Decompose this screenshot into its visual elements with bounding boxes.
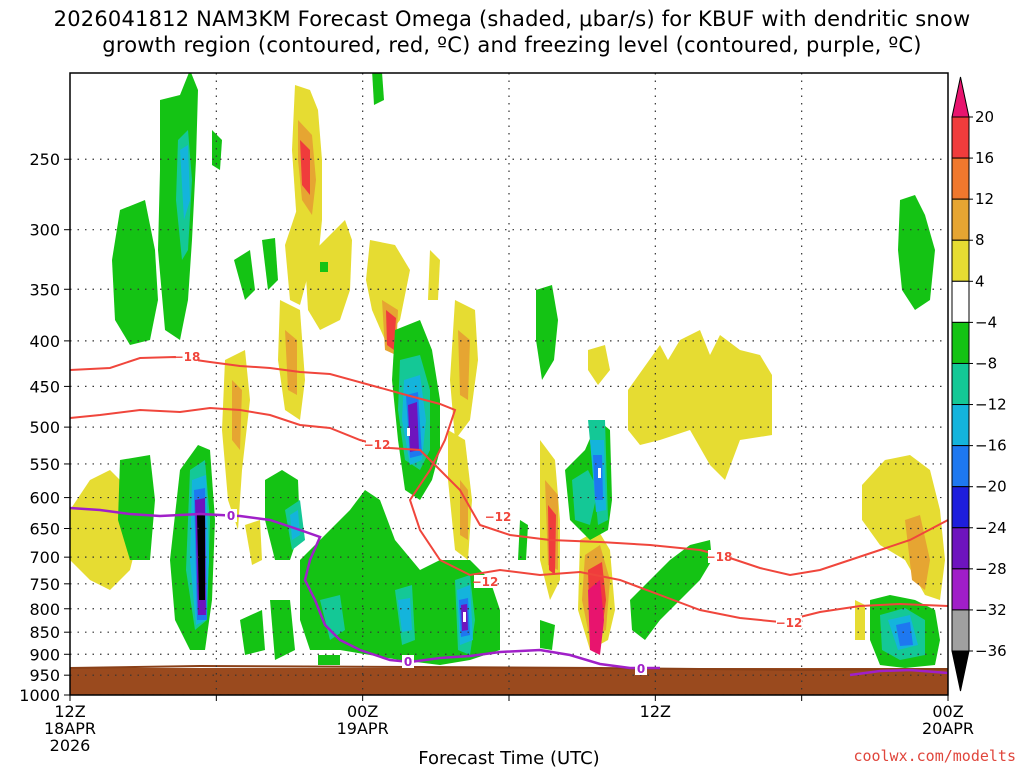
y-tick-label: 800: [29, 600, 60, 619]
grid-lines: [70, 73, 948, 695]
chart-title-line2: growth region (contoured, red, ºC) and f…: [102, 33, 922, 57]
y-tick-label: 450: [29, 377, 60, 396]
colorbar-label: −8: [975, 354, 997, 372]
contour-label-minus12-b: −12: [472, 575, 499, 589]
x-tick-label: 2026: [50, 736, 91, 755]
x-axis-time: 12Z18APR202600Z19APR12Z00Z20APR12Z00Z21A…: [44, 695, 974, 755]
colorbar-label: −32: [975, 601, 1007, 619]
black-strong-downward-motion-areas: [197, 513, 205, 600]
colorbar-top-arrow: [951, 76, 970, 118]
colorbar-swatch: [951, 609, 970, 652]
x-axis-title: Forecast Time (UTC): [418, 748, 599, 768]
y-tick-label: 600: [29, 489, 60, 508]
colorbar-label: 8: [975, 231, 985, 249]
colorbar-swatch: [951, 568, 970, 611]
colorbar-swatch: [951, 321, 970, 364]
contour-label-minus12-d: −12: [485, 510, 512, 524]
contour-zero-upper: [70, 506, 660, 670]
x-tick-label: 18APR: [44, 719, 96, 738]
colorbar-swatch: [951, 445, 970, 488]
magenta-upward-motion-areas: [588, 580, 604, 655]
y-tick-label: 1000: [19, 686, 60, 705]
y-tick-label: 650: [29, 520, 60, 539]
colorbar-label: 4: [975, 272, 985, 290]
contour-labels: −18 −12 −12 −18 −12 −12 0 0 0: [174, 350, 803, 676]
contour-label-minus18-b: −18: [706, 550, 733, 564]
contour-label-minus18-a: −18: [174, 350, 201, 364]
x-tick-label: 12Z: [54, 702, 85, 721]
y-axis-pressure: 250 300 350 400 450 500 550 600 650 700 750 800 850 9…: [19, 150, 70, 705]
colorbar-label: −36: [975, 642, 1007, 660]
colorbar-label: −28: [975, 560, 1007, 578]
x-tick-label: 12Z: [640, 702, 671, 721]
y-tick-label: 550: [29, 455, 60, 474]
y-tick-label: 400: [29, 332, 60, 351]
white-core-markers: [407, 428, 601, 622]
contour-label-minus12-a: −12: [364, 438, 391, 452]
y-tick-label: 950: [29, 666, 60, 685]
dendritic-growth-contours: [70, 355, 948, 624]
colorbar-label: −16: [975, 437, 1007, 455]
colorbar-swatch: [951, 116, 970, 159]
y-tick-label: 350: [29, 280, 60, 299]
colorbar-label: −20: [975, 478, 1007, 496]
colorbar-label: −24: [975, 519, 1007, 537]
contour-label-zero-b: 0: [404, 655, 412, 669]
y-tick-label: 250: [29, 150, 60, 169]
ground-surface-top: [70, 664, 948, 672]
chart-title-line1: 2026041812 NAM3KM Forecast Omega (shaded…: [53, 7, 971, 31]
freezing-level-contour: [70, 506, 948, 677]
credit-text: coolwx.com/modelts: [853, 747, 1016, 765]
y-tick-label: 500: [29, 418, 60, 437]
x-tick-label: 00Z: [347, 702, 378, 721]
colorbar-swatch: [951, 404, 970, 447]
contour-minus18-upper: [70, 355, 948, 624]
colorbar-label: −4: [975, 313, 997, 331]
colorbar-swatch: [951, 198, 970, 241]
colorbar-swatch: [951, 486, 970, 529]
omega-colorbar: 20 16 12 8 4 −4 −8 −12 −16 −20 −24 −28 −32 −36: [951, 76, 1007, 692]
contour-minus12-upper: [70, 406, 948, 577]
y-tick-label: 750: [29, 575, 60, 594]
contour-zero-lower: [849, 668, 948, 677]
chart-title: 2026041812 NAM3KM Forecast Omega (shaded…: [0, 6, 1024, 58]
colorbar-label: 20: [975, 108, 994, 126]
colorbar-swatch: [951, 280, 970, 323]
y-tick-label: 300: [29, 221, 60, 240]
colorbar-label: 12: [975, 190, 994, 208]
omega-shading: [70, 73, 948, 695]
colorbar-swatch: [951, 527, 970, 570]
colorbar-swatch: [951, 362, 970, 406]
colorbar-bottom-arrow: [951, 650, 970, 692]
y-tick-label: 900: [29, 645, 60, 664]
x-tick-label: 00Z: [932, 702, 963, 721]
y-tick-label: 850: [29, 623, 60, 642]
ground-surface: [70, 668, 948, 695]
x-tick-label: 20APR: [922, 719, 974, 738]
contour-label-zero-c: 0: [637, 662, 645, 676]
y-tick-label: 700: [29, 548, 60, 567]
colorbar-label: 16: [975, 149, 994, 167]
x-tick-label: 19APR: [337, 719, 389, 738]
colorbar-label: −12: [975, 396, 1007, 414]
colorbar-swatch: [951, 157, 970, 200]
contour-label-minus12-c: −12: [776, 616, 803, 630]
colorbar-swatch: [951, 239, 970, 282]
contour-label-zero-a: 0: [227, 509, 235, 523]
